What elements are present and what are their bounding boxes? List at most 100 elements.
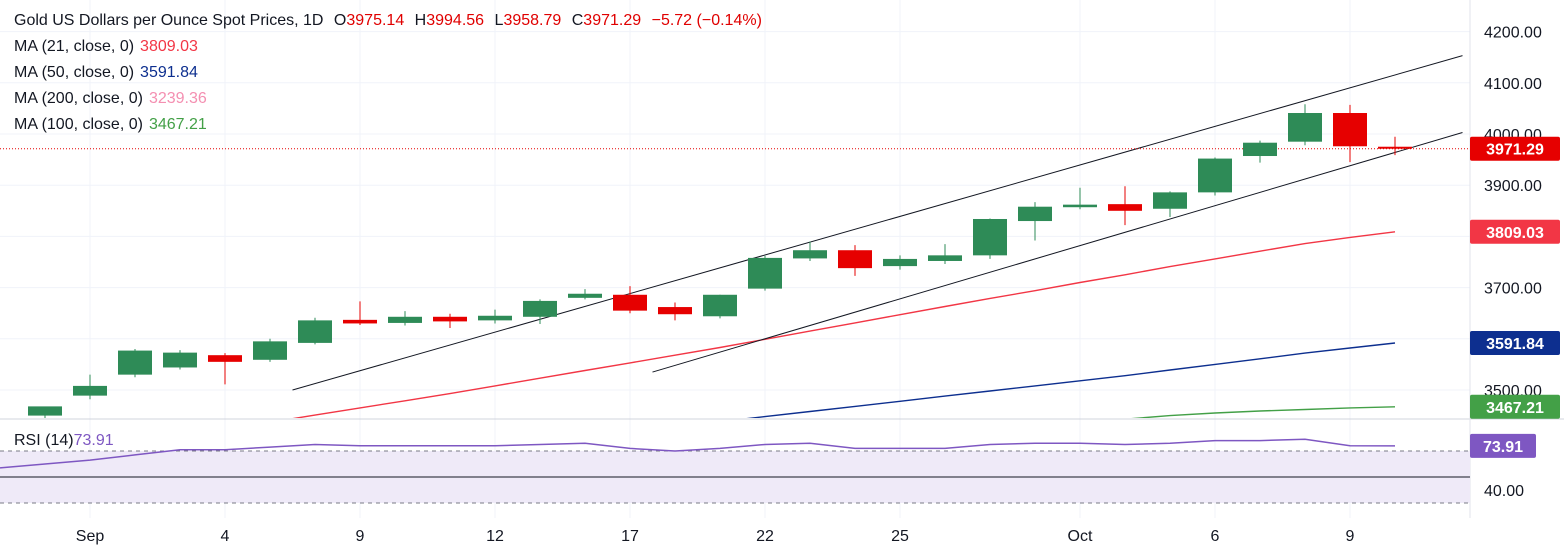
rsi-badge: 73.91	[1470, 433, 1536, 458]
candle-body	[478, 315, 512, 321]
rsi-legend[interactable]: RSI (14)73.91	[14, 432, 114, 450]
close-label: C	[571, 12, 584, 29]
time-tick-label: 6	[1211, 528, 1220, 545]
last-price-badge-text: 3971.29	[1486, 142, 1544, 159]
candle	[1063, 187, 1097, 210]
candle	[838, 245, 872, 276]
candle-body	[253, 341, 287, 360]
ma100-legend[interactable]: MA (100, close, 0) 3467.21	[14, 112, 762, 138]
candle	[748, 255, 782, 291]
candle	[613, 286, 647, 314]
symbol-ohlc-row: Gold US Dollars per Ounce Spot Prices, 1…	[14, 8, 762, 34]
candle-body	[1333, 113, 1367, 147]
candle-body	[433, 316, 467, 322]
candle-body	[883, 258, 917, 267]
last-price-badge-bg	[1470, 136, 1560, 161]
open-value: 3975.14	[346, 12, 405, 29]
ma100-badge-text: 3467.21	[1486, 400, 1544, 417]
price-tick-label: 3700.00	[1484, 281, 1542, 298]
candle-body	[28, 406, 62, 416]
candle-body	[1063, 204, 1097, 208]
ma200-legend[interactable]: MA (200, close, 0) 3239.36	[14, 86, 762, 112]
candle-body	[73, 385, 107, 396]
candle	[1288, 104, 1322, 146]
close-value: 3971.29	[583, 12, 642, 29]
candle	[1333, 104, 1367, 163]
candle	[208, 353, 242, 385]
candle	[658, 302, 692, 321]
ma21-line	[292, 231, 1396, 418]
candle	[523, 299, 557, 324]
last-price-badge: 3971.29	[1470, 136, 1560, 161]
candle-body	[613, 294, 647, 311]
candle	[343, 301, 377, 325]
candle	[253, 338, 287, 362]
ma200-label: MA (200, close, 0)	[14, 90, 143, 107]
price-tick-label: 3900.00	[1484, 178, 1542, 195]
ma21-badge-text: 3809.03	[1486, 225, 1544, 242]
high-label: H	[414, 12, 427, 29]
candle	[1018, 202, 1052, 241]
ma21-label: MA (21, close, 0)	[14, 38, 135, 55]
channel-lower-line	[652, 131, 1463, 373]
candle	[28, 406, 62, 418]
candle	[298, 317, 332, 345]
candle	[1243, 140, 1277, 163]
chart-legend: Gold US Dollars per Ounce Spot Prices, 1…	[14, 8, 762, 138]
candle-body	[1108, 204, 1142, 211]
ma50-legend[interactable]: MA (50, close, 0) 3591.84	[14, 60, 762, 86]
time-tick-label: Sep	[76, 528, 105, 545]
time-tick-label: 17	[621, 528, 639, 545]
candle-body	[1018, 206, 1052, 222]
candle	[703, 294, 737, 319]
time-tick-label: 9	[1346, 528, 1355, 545]
candle-body	[1243, 142, 1277, 157]
candle	[928, 244, 962, 265]
candle-body	[973, 218, 1007, 256]
candle	[1153, 191, 1187, 217]
ma21-badge-bg	[1470, 219, 1560, 244]
time-tick-label: 12	[486, 528, 504, 545]
open-label: O	[333, 12, 347, 29]
rsi-badge-bg	[1470, 433, 1536, 458]
candle-body	[928, 255, 962, 261]
ma50-badge-text: 3591.84	[1486, 336, 1544, 353]
rsi-value: 73.91	[73, 432, 114, 449]
time-tick-label: 4	[221, 528, 230, 545]
candle-body	[208, 355, 242, 362]
price-pane	[0, 55, 1470, 418]
candle	[883, 255, 917, 270]
candle	[1108, 186, 1142, 226]
candle-body	[388, 316, 422, 323]
ma21-legend[interactable]: MA (21, close, 0) 3809.03	[14, 34, 762, 60]
change-value: −5.72 (−0.14%)	[651, 12, 762, 29]
candle-body	[343, 319, 377, 324]
rsi-tick-label: 40.00	[1484, 483, 1524, 500]
low-label: L	[494, 12, 504, 29]
time-tick-label: 25	[891, 528, 909, 545]
time-tick-label: 22	[756, 528, 774, 545]
candle-body	[298, 320, 332, 343]
low-value: 3958.79	[503, 12, 562, 29]
ma50-value: 3591.84	[140, 64, 198, 81]
ma50-line	[746, 342, 1396, 418]
candle	[388, 311, 422, 326]
candle	[163, 350, 197, 370]
price-tick-label: 4100.00	[1484, 76, 1542, 93]
ma50-label: MA (50, close, 0)	[14, 64, 135, 81]
candle-body	[658, 307, 692, 315]
ma100-line	[1131, 406, 1396, 418]
ma50-badge: 3591.84	[1470, 330, 1560, 355]
rsi-line	[0, 438, 1396, 469]
candle-body	[703, 294, 737, 317]
rsi-badge-text: 73.91	[1483, 439, 1523, 456]
high-value: 3994.56	[426, 12, 485, 29]
candle	[1198, 157, 1232, 196]
candle-body	[118, 350, 152, 375]
candle	[118, 349, 152, 378]
channel-upper-line	[292, 55, 1463, 391]
ma100-badge-bg	[1470, 394, 1560, 419]
ma50-badge-bg	[1470, 330, 1560, 355]
ma100-badge: 3467.21	[1470, 394, 1560, 419]
